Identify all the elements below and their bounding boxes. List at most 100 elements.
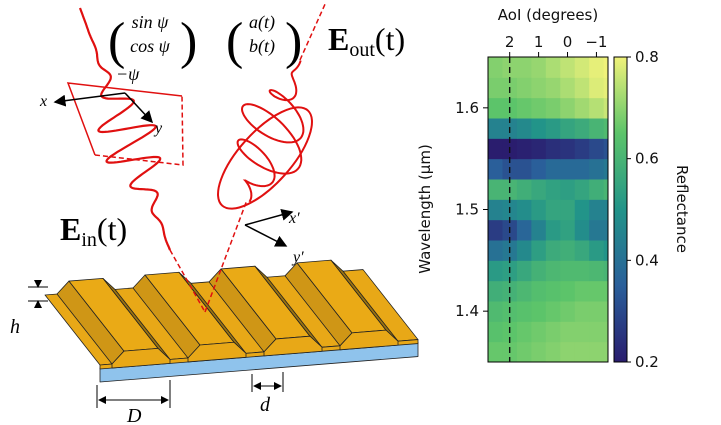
y-tick-label: 1.5 [455,201,479,219]
heatmap-cell [560,220,575,241]
heatmap-cell [488,138,503,159]
y-tick-label: 1.4 [455,302,479,320]
x-tick-label: 1 [534,33,544,51]
heatmap-cell [488,260,503,281]
heatmap-cell [575,57,590,78]
heatmap-cell [560,260,575,281]
diagram: x y x′ y′ −ψ ( ) sin ψ cos ψ ( ) a(t) b(… [10,2,418,425]
heatmap-cell [575,240,590,261]
colorbar-tick-label: 0.4 [635,251,659,269]
heatmap-cell [546,199,561,220]
axis-label: y [153,120,163,137]
heatmap-cell [517,118,532,139]
heatmap-cell [531,342,546,363]
heatmap-cell [560,57,575,78]
colorbar-tick-label: 0.8 [635,48,659,66]
heatmap-cell [589,342,604,363]
axis-arrow [55,93,125,102]
x-axis-title: AoI (degrees) [498,6,598,24]
heatmap-cell [517,260,532,281]
heatmap-cell [488,118,503,139]
jones-entry: b(t) [249,36,275,57]
heatmap-cell [531,118,546,139]
heatmap-cell [546,260,561,281]
argument: (t) [97,211,127,247]
heatmap-cell [546,179,561,200]
heatmap-cell [575,118,590,139]
heatmap-cell [517,77,532,98]
axis-label: x′ [288,210,300,227]
heatmap-cell [488,98,503,119]
heatmap-cell [560,240,575,261]
heatmap-cell [575,159,590,180]
heatmap-cell [488,321,503,342]
heatmap-cell [517,57,532,78]
heatmap-cell [589,77,604,98]
heatmap-cell [546,321,561,342]
heatmap-cell [517,220,532,241]
heatmap-cell [546,240,561,261]
axis-arrow [245,225,286,246]
heatmap-cell [575,138,590,159]
heatmap-cell [546,98,561,119]
heatmap-cell [589,321,604,342]
heatmap-cell [546,159,561,180]
heatmap-cell [589,179,604,200]
heatmap-cell [517,321,532,342]
heatmap-cell [531,281,546,302]
dimension-label: d [260,394,271,416]
jones-entry: cos ψ [130,36,170,56]
heatmap-cell [517,240,532,261]
heatmap-cell [531,199,546,220]
heatmap-cell [589,199,604,220]
heatmap-cell [517,138,532,159]
x-tick-label: 2 [505,33,515,51]
heatmap-cell [488,57,503,78]
bracket: ) [180,13,197,70]
heatmap-cell [546,57,561,78]
bracket: ( [108,13,125,70]
colorbar-tick-label: 0.6 [635,150,659,168]
jones-entry: a(t) [249,12,275,33]
heatmap-cell [531,240,546,261]
jones-entry: sin ψ [132,12,170,32]
axis-label: y′ [291,249,304,266]
dimension-label: D [126,405,142,425]
heatmap-cell [560,77,575,98]
heatmap-cell [560,118,575,139]
heatmap-cell [488,240,503,261]
heatmap-cell [589,260,604,281]
heatmap-cell [546,281,561,302]
heatmap-cell [546,301,561,322]
axis-arrow [245,212,292,225]
colorbar-tick-label: 0.2 [635,353,659,371]
heatmap-cell [488,220,503,241]
figure: x y x′ y′ −ψ ( ) sin ψ cos ψ ( ) a(t) b(… [0,0,721,425]
symbol: E [328,21,349,57]
heatmap-cell [560,281,575,302]
heatmap-cell [589,220,604,241]
argument: (t) [375,21,405,57]
bracket: ( [226,13,243,70]
heatmap-cell [517,179,532,200]
heatmap-cell [517,301,532,322]
heatmap-cell [589,118,604,139]
heatmap-cell [560,179,575,200]
y-axis-title: Wavelength (μm) [416,144,434,274]
heatmap-cell [575,342,590,363]
symbol: E [60,211,81,247]
subscript: in [81,229,97,251]
field-label: Eout(t) [328,21,405,61]
field-label: Ein(t) [60,211,127,251]
heatmap-cell [517,342,532,363]
heatmap-cell [575,321,590,342]
heatmap-cell [531,260,546,281]
polarization-plane [95,96,183,165]
heatmap-cell [531,321,546,342]
heatmap-cell [531,301,546,322]
heatmap-cell [575,179,590,200]
dimension-label: h [10,316,20,338]
polarization-ellipse [203,93,327,223]
heatmap-cells [488,57,619,363]
heatmap-cell [589,57,604,78]
